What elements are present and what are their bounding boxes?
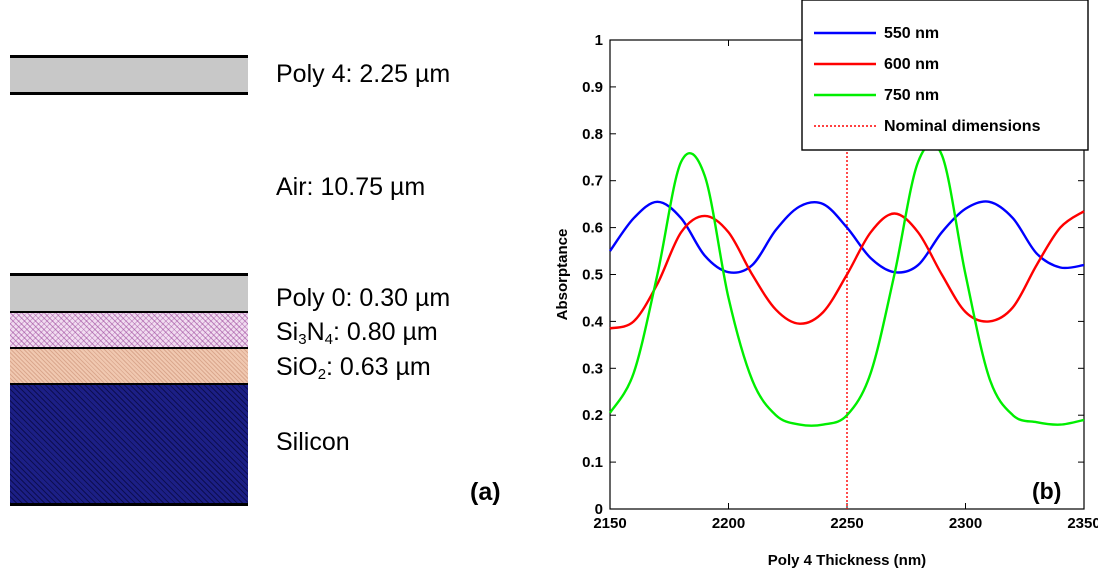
- nitride-label: Si3N4: 0.80 µm: [276, 318, 438, 348]
- poly4-top-edge: [10, 55, 248, 58]
- air-label: Air: 10.75 µm: [276, 173, 426, 201]
- series-line-600-nm: [609, 210, 1085, 330]
- y-tick-label: 1: [595, 32, 603, 49]
- silicon-label: Silicon: [276, 428, 350, 456]
- poly0-layer: [10, 276, 248, 311]
- y-tick-label: 0.7: [582, 173, 603, 190]
- legend-entry-label: 600 nm: [884, 56, 939, 73]
- legend-entry-label: 750 nm: [884, 87, 939, 104]
- legend-entry-label: 550 nm: [884, 25, 939, 42]
- y-tick-label: 0.9: [582, 79, 603, 96]
- y-tick-label: 0.4: [582, 313, 604, 330]
- x-tick-label: 2250: [830, 515, 863, 532]
- poly4-bottom-edge: [10, 92, 248, 95]
- poly0-bottom-edge: [10, 311, 248, 313]
- poly4-label: Poly 4: 2.25 µm: [276, 60, 451, 88]
- x-axis-label: Poly 4 Thickness (nm): [768, 552, 926, 569]
- series-line-550-nm: [609, 200, 1085, 274]
- oxide-label: SiO2: 0.63 µm: [276, 353, 431, 383]
- poly0-top-edge: [10, 273, 248, 276]
- y-tick-label: 0.1: [582, 454, 603, 471]
- y-tick-label: 0.2: [582, 407, 603, 424]
- x-tick-label: 2150: [593, 515, 626, 532]
- x-tick-label: 2200: [712, 515, 745, 532]
- y-tick-label: 0.5: [582, 267, 603, 284]
- silicon-bottom-edge: [10, 503, 248, 506]
- series-line-750-nm: [608, 142, 1085, 427]
- panel-a-label: (a): [470, 478, 501, 506]
- y-tick-label: 0: [595, 501, 603, 518]
- y-axis-label: Absorptance: [554, 229, 571, 321]
- oxide-bottom-edge: [10, 383, 248, 385]
- nitride-layer: [10, 313, 248, 347]
- poly4-layer: [10, 58, 248, 92]
- y-tick-label: 0.3: [582, 360, 603, 377]
- poly0-label: Poly 0: 0.30 µm: [276, 284, 451, 312]
- y-tick-label: 0.6: [582, 220, 603, 237]
- y-tick-label: 0.8: [582, 126, 603, 143]
- x-tick-label: 2300: [949, 515, 982, 532]
- panel-b-label: (b): [1032, 478, 1061, 504]
- oxide-layer: [10, 349, 248, 383]
- absorptance-chart: 0 0.1 0.2 0.3 0.4 0.5 0.6 0.7 0.8 0.9 1 2150 2200 225…: [554, 0, 1098, 569]
- legend-box: [801, 0, 1089, 151]
- nitride-bottom-edge: [10, 347, 248, 349]
- x-tick-label: 2350: [1067, 515, 1098, 532]
- silicon-layer: [10, 385, 248, 503]
- legend-entry-label: Nominal dimensions: [884, 118, 1041, 135]
